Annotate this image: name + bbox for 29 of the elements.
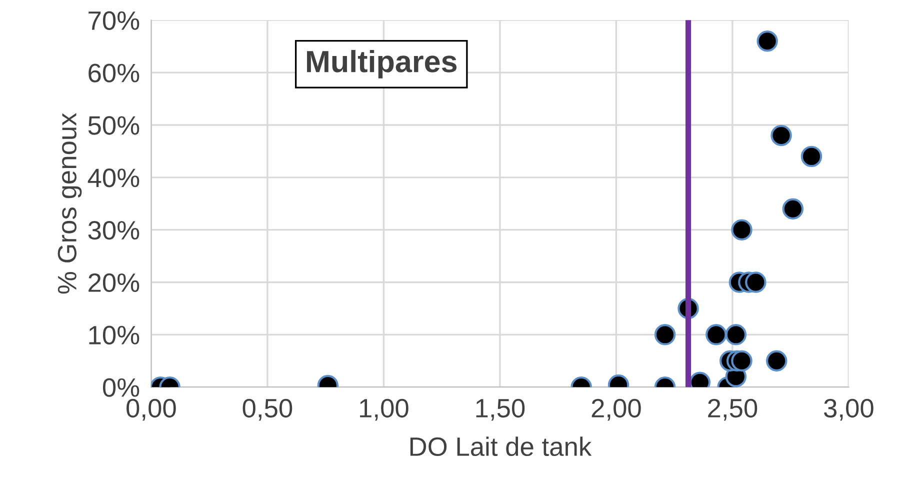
y-tick-label: 70% xyxy=(88,11,140,30)
point xyxy=(745,272,766,293)
y-tick-label: 30% xyxy=(88,220,140,240)
x-tick-label: 3,00 xyxy=(824,398,874,421)
x-tick-label: 1,50 xyxy=(476,398,525,421)
y-tick-label: 0% xyxy=(102,378,140,397)
annotation: Multipares xyxy=(307,50,457,78)
point xyxy=(766,350,788,372)
x-axis-title: DO Lait de tank xyxy=(410,436,592,456)
point xyxy=(756,30,778,52)
point xyxy=(800,146,822,168)
y-tick-label: 10% xyxy=(89,326,140,344)
point xyxy=(725,324,747,346)
y-tick-label: 40% xyxy=(88,168,140,188)
point xyxy=(770,124,792,146)
point xyxy=(731,219,752,240)
y-tick-label: 20% xyxy=(88,273,140,292)
point xyxy=(654,324,676,346)
x-tick-label: 2,50 xyxy=(708,398,758,421)
x-tick-label: 1,00 xyxy=(360,398,408,421)
point xyxy=(706,324,727,346)
x-tick-label: 0,00 xyxy=(126,398,176,421)
y-axis-title: % Gros genoux xyxy=(58,112,82,294)
y-tick-label: 60% xyxy=(88,64,140,82)
y-tick-label: 50% xyxy=(88,116,140,135)
point xyxy=(731,350,752,372)
x-tick-label: 0,50 xyxy=(242,398,292,421)
point xyxy=(782,198,804,220)
x-tick-label: 2,00 xyxy=(592,398,641,421)
